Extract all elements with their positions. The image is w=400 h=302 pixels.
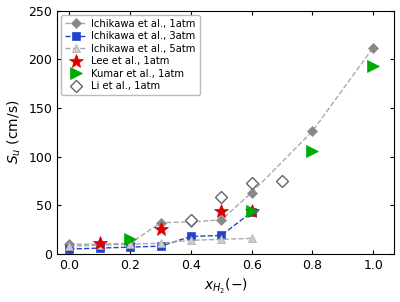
Ichikawa et al., 3atm [97,246,102,250]
Line: Ichikawa et al., 1atm: Ichikawa et al., 1atm [66,44,377,248]
Ichikawa et al., 3atm [158,244,163,248]
Legend: Ichikawa et al., 1atm, Ichikawa et al., 3atm, Ichikawa et al., 5atm, Lee et al.,: Ichikawa et al., 1atm, Ichikawa et al., … [61,14,200,95]
Line: Ichikawa et al., 5atm: Ichikawa et al., 5atm [65,234,256,250]
Ichikawa et al., 5atm [128,243,132,246]
Line: Lee et al., 1atm: Lee et al., 1atm [93,204,259,250]
Ichikawa et al., 5atm [219,238,224,241]
Line: Kumar et al., 1atm: Kumar et al., 1atm [124,60,379,245]
Ichikawa et al., 5atm [97,243,102,247]
Ichikawa et al., 5atm [188,239,193,242]
Kumar et al., 1atm [371,64,376,68]
Lee et al., 1atm [249,209,254,213]
Lee et al., 1atm [158,227,163,230]
Ichikawa et al., 1atm [158,221,163,225]
Lee et al., 1atm [219,209,224,213]
Li et al., 1atm [280,179,284,183]
Ichikawa et al., 3atm [249,210,254,214]
Line: Li et al., 1atm: Li et al., 1atm [186,176,286,224]
X-axis label: $x_{H_2}$(−): $x_{H_2}$(−) [204,277,248,297]
Kumar et al., 1atm [310,149,315,153]
Ichikawa et al., 1atm [371,46,376,49]
Ichikawa et al., 3atm [67,247,72,251]
Line: Ichikawa et al., 3atm: Ichikawa et al., 3atm [66,208,256,253]
Ichikawa et al., 1atm [188,220,193,224]
Ichikawa et al., 1atm [128,241,132,245]
Kumar et al., 1atm [249,209,254,213]
Ichikawa et al., 5atm [249,236,254,240]
Ichikawa et al., 3atm [188,235,193,238]
Ichikawa et al., 5atm [67,244,72,248]
Ichikawa et al., 3atm [128,245,132,249]
Ichikawa et al., 1atm [219,218,224,222]
Lee et al., 1atm [97,241,102,245]
Kumar et al., 1atm [128,238,132,241]
Ichikawa et al., 1atm [310,130,315,133]
Ichikawa et al., 3atm [219,234,224,237]
Y-axis label: $S_u$ (cm/s): $S_u$ (cm/s) [6,100,23,165]
Ichikawa et al., 1atm [249,191,254,194]
Li et al., 1atm [219,196,224,199]
Ichikawa et al., 5atm [158,241,163,245]
Ichikawa et al., 1atm [67,243,72,246]
Li et al., 1atm [249,181,254,185]
Ichikawa et al., 1atm [97,243,102,246]
Li et al., 1atm [188,218,193,222]
